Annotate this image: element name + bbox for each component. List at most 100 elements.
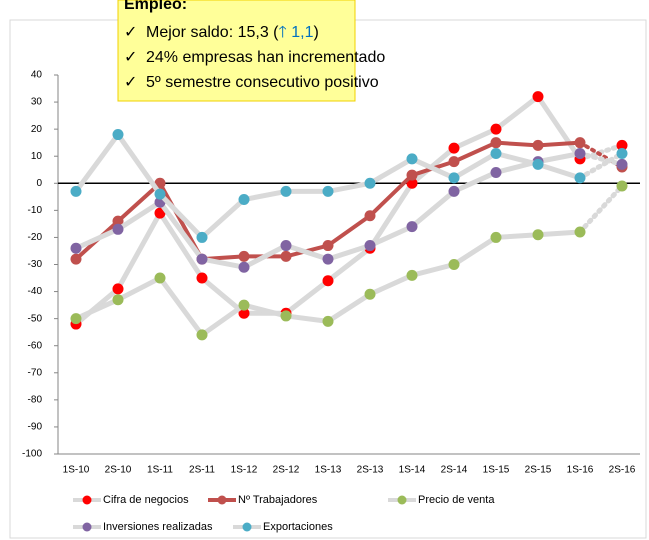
- data-point: [448, 259, 460, 270]
- y-tick-label: -30: [28, 259, 43, 270]
- x-tick-label: 2S-10: [105, 465, 132, 476]
- data-point: [364, 210, 376, 222]
- x-tick-label: 2S-11: [189, 465, 215, 476]
- x-tick-label: 1S-16: [567, 465, 594, 476]
- data-point: [280, 310, 292, 322]
- data-point: [280, 185, 292, 197]
- legend-marker: [242, 522, 252, 532]
- x-tick-label: 1S-11: [147, 465, 173, 476]
- data-point: [112, 294, 124, 306]
- data-point: [364, 177, 376, 189]
- bullet: ✓: [124, 24, 137, 41]
- series-line-dotted: [577, 151, 625, 181]
- data-point: [238, 299, 250, 311]
- data-point: [196, 231, 208, 243]
- y-tick-label: 10: [31, 151, 43, 162]
- x-tick-label: 2S-13: [357, 465, 384, 476]
- data-point: [532, 139, 544, 151]
- data-point: [196, 329, 208, 341]
- x-tick-label: 1S-15: [483, 465, 510, 476]
- data-point: [574, 172, 586, 184]
- data-point: [322, 253, 334, 265]
- data-point: [112, 129, 124, 141]
- data-point: [70, 253, 82, 265]
- annotation-line: 5º semestre consecutivo positivo: [146, 74, 379, 91]
- legend-label: Exportaciones: [263, 521, 333, 533]
- data-point: [154, 188, 166, 200]
- data-point: [406, 221, 418, 233]
- y-tick-label: -20: [28, 232, 43, 243]
- bullet: ✓: [124, 49, 137, 66]
- y-tick-label: -90: [28, 422, 43, 433]
- y-tick-label: 0: [36, 178, 42, 189]
- annotation-line: Mejor saldo: 15,3 (🡑 1,1): [146, 24, 319, 41]
- y-tick-label: -60: [28, 340, 43, 351]
- data-point: [238, 250, 250, 262]
- data-point: [238, 307, 250, 319]
- y-tick-label: 30: [31, 97, 43, 108]
- data-point: [616, 139, 628, 151]
- x-tick-label: 2S-12: [273, 465, 300, 476]
- legend-marker: [82, 522, 92, 532]
- data-point: [238, 261, 250, 273]
- legend-label: Nº Trabajadores: [238, 494, 318, 506]
- data-point: [280, 240, 292, 252]
- data-point: [364, 240, 376, 252]
- data-point: [70, 185, 82, 197]
- x-tick-label: 2S-14: [441, 465, 468, 476]
- annotation-part: 🡑 1,1: [279, 24, 314, 41]
- data-point: [364, 288, 376, 300]
- data-point: [322, 315, 334, 327]
- x-tick-label: 2S-15: [525, 465, 552, 476]
- data-point: [574, 226, 586, 238]
- x-tick-label: 1S-10: [63, 465, 90, 476]
- data-point: [532, 158, 544, 170]
- data-point: [322, 185, 334, 197]
- data-point: [280, 250, 292, 262]
- data-point: [238, 194, 250, 206]
- bullet: ✓: [124, 74, 137, 91]
- y-tick-label: -70: [28, 367, 43, 378]
- data-point: [490, 166, 502, 178]
- annotation-part: ): [314, 24, 319, 41]
- y-tick-label: -10: [28, 205, 43, 216]
- legend-label: Inversiones realizadas: [103, 521, 213, 533]
- data-point: [406, 153, 418, 165]
- data-point: [532, 91, 544, 103]
- data-point: [406, 169, 418, 181]
- data-point: [616, 158, 628, 170]
- data-point: [490, 123, 502, 135]
- data-point: [490, 148, 502, 160]
- data-point: [574, 148, 586, 160]
- data-point: [322, 275, 334, 287]
- data-point: [490, 137, 502, 149]
- y-tick-label: -100: [22, 449, 42, 460]
- legend-label: Cifra de negocios: [103, 494, 189, 506]
- data-point: [574, 137, 586, 149]
- annotation-box: [117, 0, 356, 102]
- x-tick-label: 1S-13: [315, 465, 342, 476]
- data-point: [70, 242, 82, 254]
- y-tick-label: 40: [31, 70, 43, 81]
- y-tick-label: -40: [28, 286, 43, 297]
- annotation-part: Mejor saldo: 15,3 (: [146, 24, 279, 41]
- data-point: [616, 180, 628, 192]
- data-point: [112, 215, 124, 227]
- x-tick-label: 1S-12: [231, 465, 258, 476]
- data-point: [322, 240, 334, 252]
- data-point: [448, 156, 460, 168]
- y-tick-label: 20: [31, 124, 43, 135]
- data-point: [448, 172, 460, 184]
- data-point: [196, 253, 208, 265]
- legend-marker: [397, 495, 407, 505]
- legend-marker: [217, 495, 227, 505]
- legend-label: Precio de venta: [418, 494, 495, 506]
- series-line-dotted: [577, 151, 625, 167]
- x-tick-label: 1S-14: [399, 465, 426, 476]
- y-tick-label: -80: [28, 394, 43, 405]
- data-point: [154, 272, 166, 284]
- data-point: [196, 272, 208, 284]
- data-point: [406, 269, 418, 281]
- annotation-line: 24% empresas han incrementado: [146, 49, 385, 66]
